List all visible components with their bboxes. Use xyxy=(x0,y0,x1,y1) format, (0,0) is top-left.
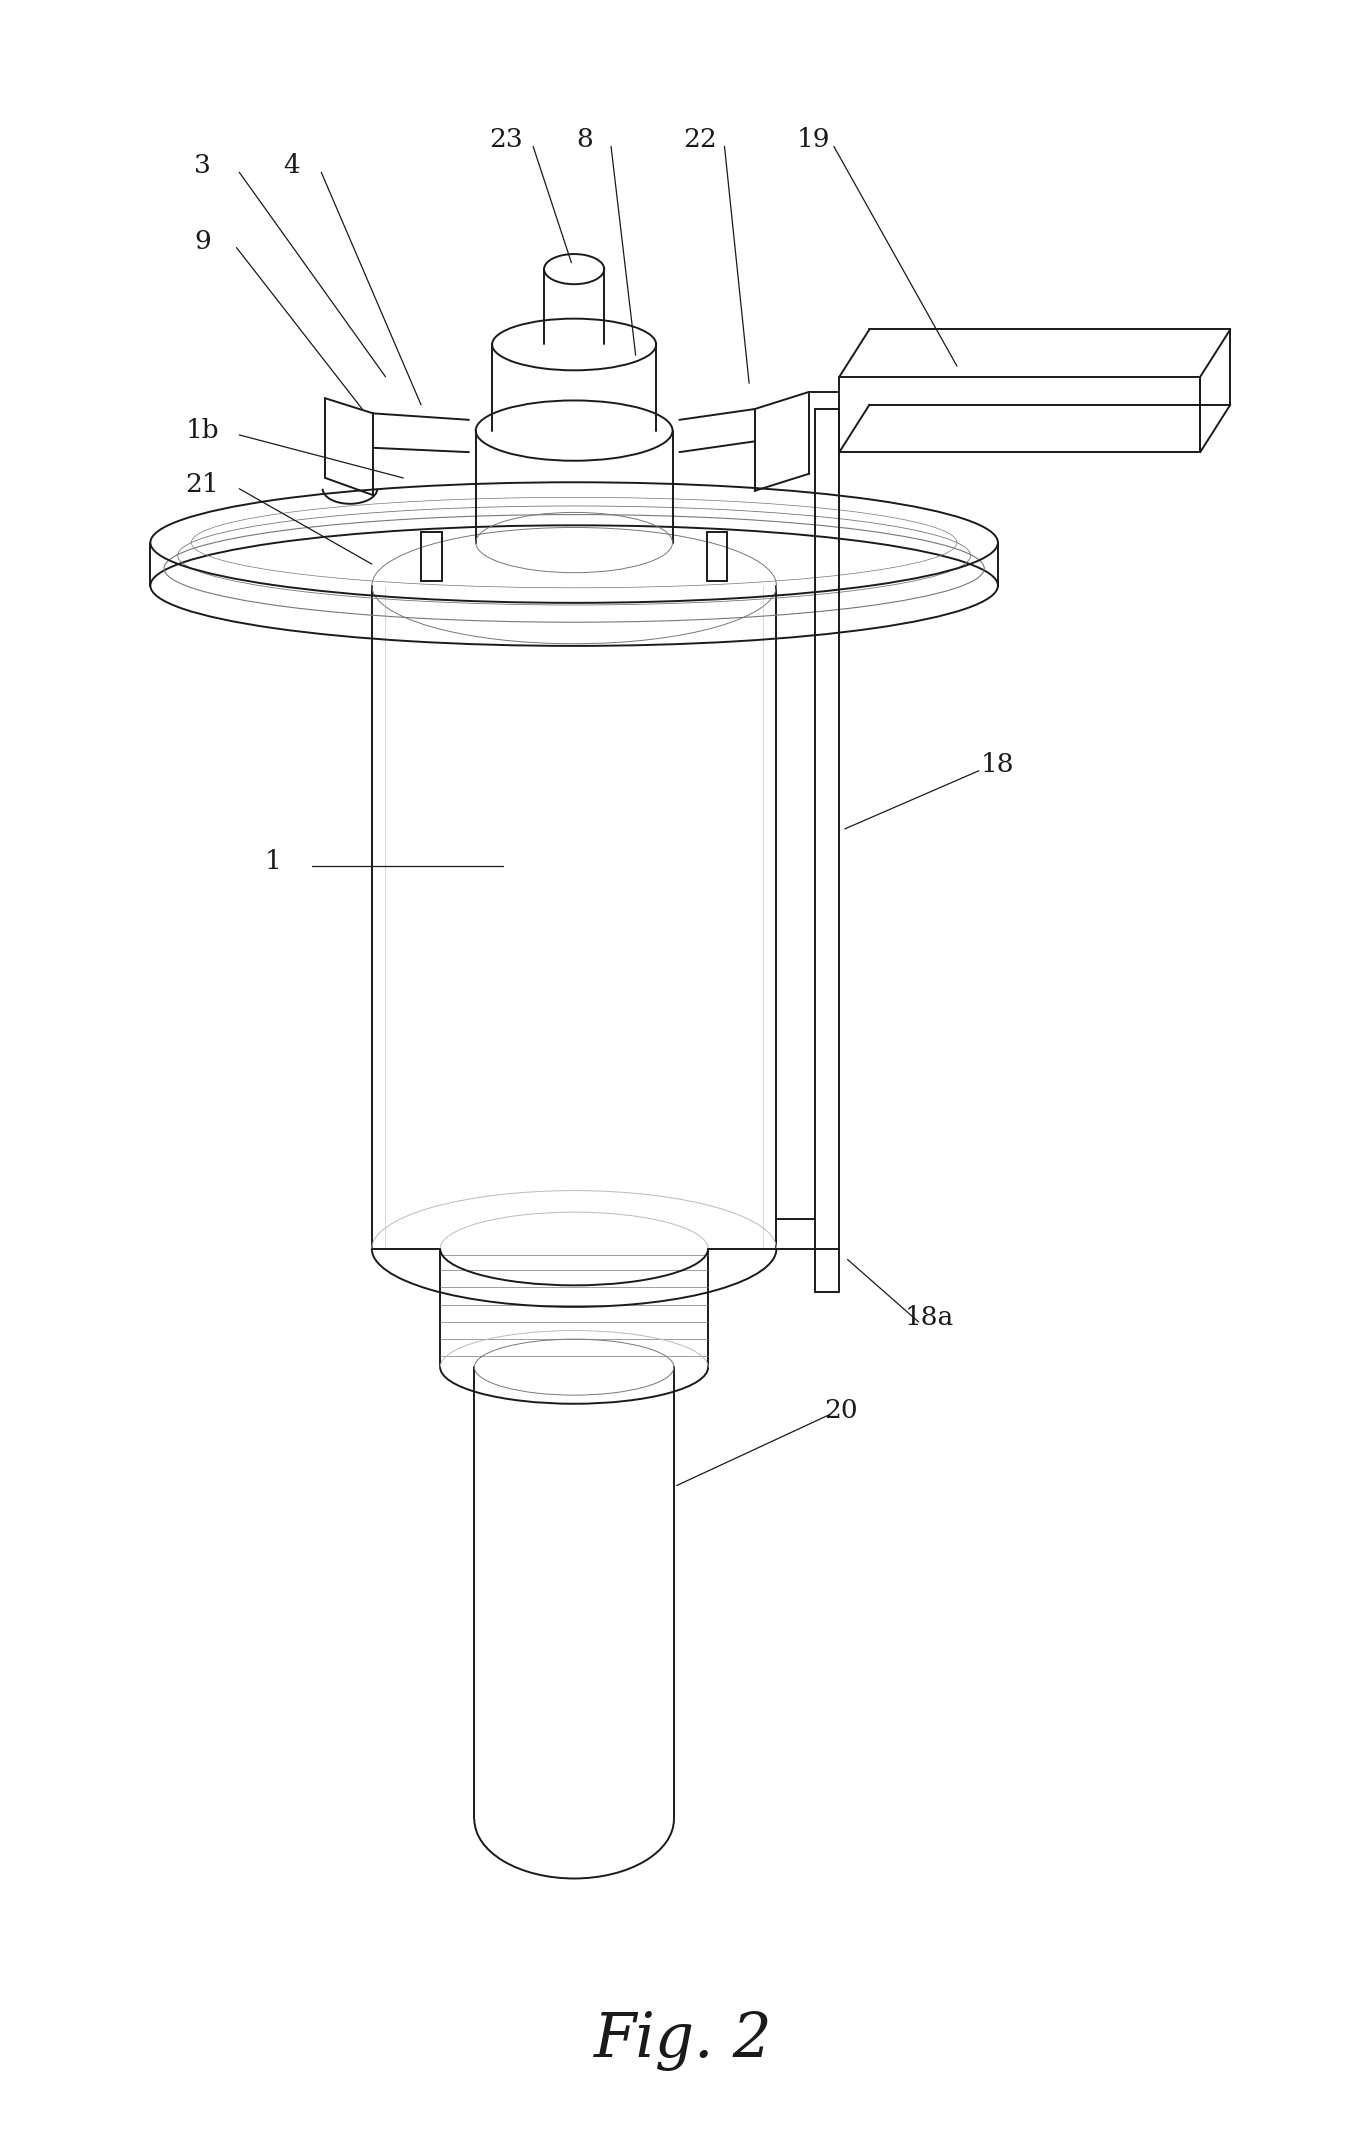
Text: 4: 4 xyxy=(283,153,299,179)
Text: 1b: 1b xyxy=(186,418,219,444)
Text: 3: 3 xyxy=(194,153,211,179)
Text: 18: 18 xyxy=(982,751,1014,777)
Text: 18a: 18a xyxy=(905,1305,954,1331)
Text: Fig. 2: Fig. 2 xyxy=(595,2011,772,2071)
Text: 1: 1 xyxy=(265,848,282,874)
Text: 20: 20 xyxy=(824,1397,857,1423)
Text: 9: 9 xyxy=(194,228,211,254)
Text: 22: 22 xyxy=(684,127,716,153)
Text: 21: 21 xyxy=(186,472,219,497)
Text: 23: 23 xyxy=(489,127,522,153)
Text: 8: 8 xyxy=(577,127,593,153)
Text: 19: 19 xyxy=(797,127,830,153)
